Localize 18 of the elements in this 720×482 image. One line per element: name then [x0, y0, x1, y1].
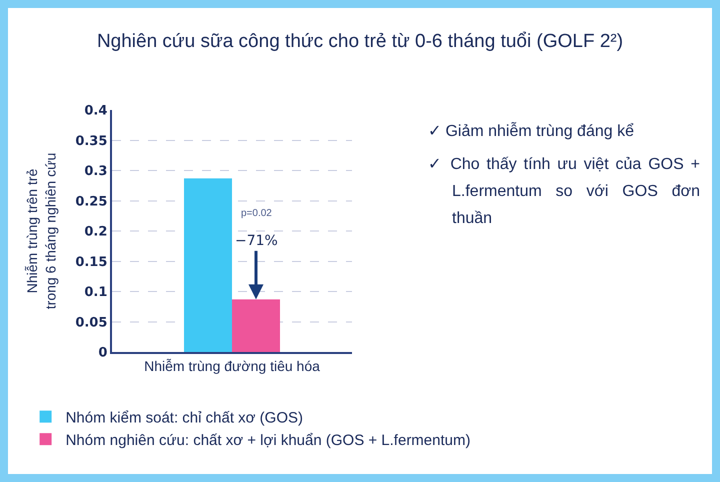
annotation: p=0.02 [241, 208, 272, 219]
y-tick-label: 0.1 [84, 285, 108, 300]
y-tick-label: 0 [98, 346, 108, 361]
y-tick-label: 0.25 [75, 194, 108, 210]
text: ✓ Cho thấy tính ưu việt của GOS + L.fermentum so với GOS đơn thuần [428, 155, 700, 229]
y-tick-label: 0.15 [75, 254, 108, 270]
y-tick-label: 0.35 [75, 134, 108, 149]
legend-label: Nhóm kiểm soát: chỉ chất xơ (GOS) [66, 410, 304, 426]
y-tick-label: 0.2 [84, 224, 108, 240]
text: ✓ Giảm nhiễm trùng đáng kể [428, 121, 635, 142]
y-axis-title: Nhiễm trùng trên trẻ trong 6 tháng nghiên cứu [24, 152, 58, 310]
legend-label: Nhóm nghiên cứu: chất xơ + lợi khuẩn (GOS + L.fermentum) [66, 432, 470, 449]
x-tick-label: Nhiễm trùng đường tiêu hóa [144, 358, 320, 374]
y-tick-label: 0.05 [75, 315, 108, 330]
y-tick-label: 0.4 [84, 104, 108, 119]
annotation: −71% [235, 233, 278, 249]
y-tick-label: 0.3 [84, 164, 108, 180]
text: Nghiên cứu sữa công thức cho trẻ từ 0-6 tháng tuổi (GOLF 2²) [96, 31, 624, 52]
